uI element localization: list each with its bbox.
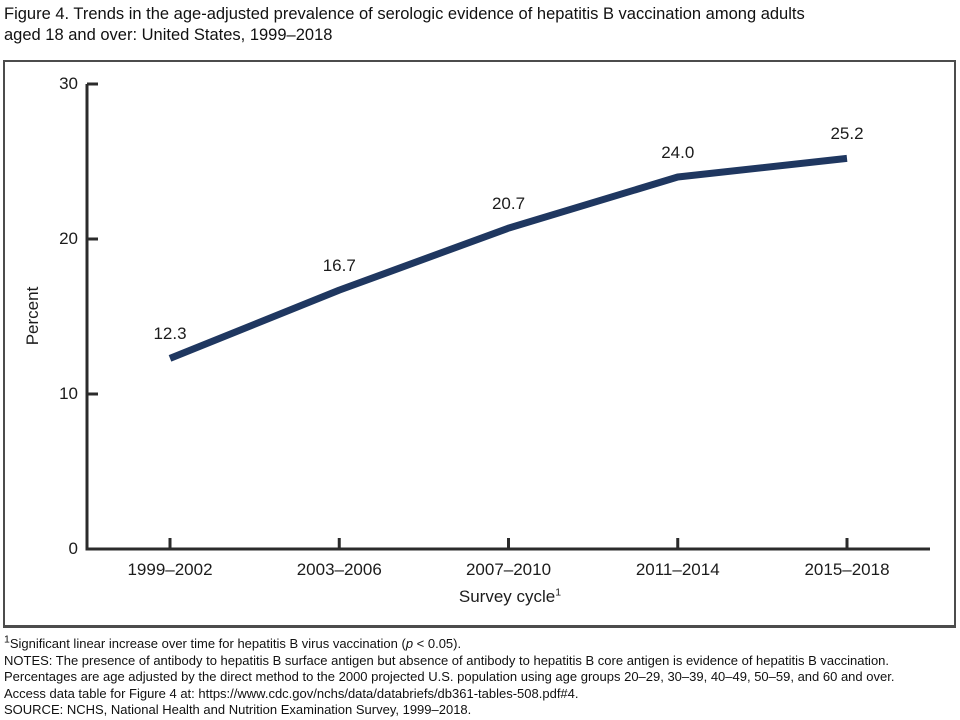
footnote-data-table-link: Access data table for Figure 4 at: https… (4, 685, 579, 701)
x-tick-label: 2011–2014 (635, 560, 720, 579)
x-tick-label: 1999–2002 (127, 560, 213, 579)
data-point-label: 25.2 (830, 124, 864, 144)
data-point-label: 12.3 (153, 324, 187, 344)
p-value-symbol: p (405, 636, 414, 651)
x-tick-label: 2007–2010 (465, 560, 552, 579)
x-axis-title: Survey cycle1 (459, 587, 561, 607)
x-axis-title-superscript: 1 (555, 586, 562, 599)
footnote-age-adjustment: Percentages are age adjusted by the dire… (4, 669, 895, 684)
footnote-superscript: 1 (4, 633, 10, 646)
figure-title-line2: aged 18 and over: United States, 1999–20… (4, 25, 333, 44)
figure-title: Figure 4. Trends in the age-adjusted pre… (4, 4, 805, 45)
footnote-significance: 1Significant linear increase over time f… (4, 633, 462, 651)
data-point-label: 16.7 (322, 256, 356, 276)
x-tick-label: 2015–2018 (804, 560, 890, 579)
y-tick-label: 30 (59, 74, 78, 93)
footnote-notes: NOTES: The presence of antibody to hepat… (4, 652, 890, 668)
y-tick-label: 20 (59, 229, 78, 248)
data-point-label: 20.7 (491, 194, 526, 214)
y-axis-title: Percent (23, 286, 42, 346)
footnotes: 1Significant linear increase over time f… (4, 633, 895, 719)
x-tick-label: 2003–2006 (296, 560, 382, 579)
data-point-label: 24.0 (661, 143, 695, 162)
footnote-source: SOURCE: NCHS, National Health and Nutrit… (4, 702, 472, 717)
x-axis-title-text: Survey cycle (458, 587, 556, 606)
y-tick-label: 10 (59, 384, 78, 403)
y-tick-label: 0 (68, 539, 78, 558)
figure-title-line1: Figure 4. Trends in the age-adjusted pre… (4, 5, 805, 23)
